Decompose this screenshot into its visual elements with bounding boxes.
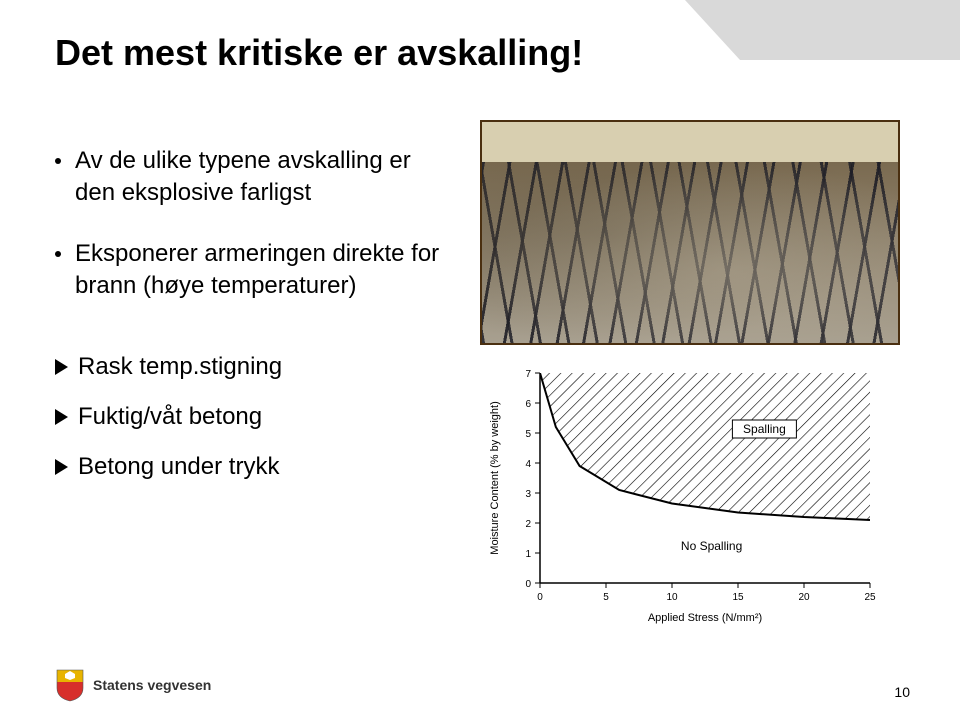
arrow-right-icon bbox=[55, 459, 68, 475]
spalling-photo bbox=[480, 120, 900, 345]
svg-text:0: 0 bbox=[537, 592, 543, 603]
svg-text:5: 5 bbox=[603, 592, 609, 603]
page-number: 10 bbox=[894, 684, 910, 700]
svg-text:7: 7 bbox=[525, 369, 531, 380]
arrow-text: Betong under trykk bbox=[78, 453, 279, 481]
svg-text:5: 5 bbox=[525, 429, 531, 440]
slide-title: Det mest kritiske er avskalling! bbox=[55, 32, 583, 74]
svg-text:20: 20 bbox=[798, 592, 810, 603]
photo-rebar-texture bbox=[482, 162, 898, 343]
org-logo-icon bbox=[55, 668, 85, 702]
svg-text:0: 0 bbox=[525, 579, 531, 590]
bullet-dot-icon bbox=[55, 158, 61, 164]
org-name: Statens vegvesen bbox=[93, 677, 211, 693]
svg-text:Spalling: Spalling bbox=[743, 422, 786, 436]
spalling-chart: 0 5 10 15 20 25 0 1 2 3 4 5 6 7 Applied Stress (N/mm²)… bbox=[480, 363, 900, 633]
bullet-item: Av de ulike typene avskalling er den eks… bbox=[55, 145, 445, 210]
content-left-column: Av de ulike typene avskalling er den eks… bbox=[55, 145, 445, 503]
bullet-dot-icon bbox=[55, 251, 61, 257]
arrow-text: Fuktig/våt betong bbox=[78, 403, 262, 431]
svg-text:Moisture Content (% by weight): Moisture Content (% by weight) bbox=[489, 401, 501, 554]
header-decor-triangle bbox=[685, 0, 740, 60]
svg-text:4: 4 bbox=[525, 459, 531, 470]
arrow-right-icon bbox=[55, 409, 68, 425]
arrow-text: Rask temp.stigning bbox=[78, 353, 282, 381]
photo-slab-top bbox=[482, 122, 898, 162]
bullet-text: Av de ulike typene avskalling er den eks… bbox=[75, 145, 445, 210]
arrow-item: Rask temp.stigning bbox=[55, 353, 445, 381]
svg-text:1: 1 bbox=[525, 549, 531, 560]
arrow-list: Rask temp.stigning Fuktig/våt betong Bet… bbox=[55, 353, 445, 481]
arrow-right-icon bbox=[55, 359, 68, 375]
content-right-column: 0 5 10 15 20 25 0 1 2 3 4 5 6 7 Applied Stress (N/mm²)… bbox=[480, 120, 900, 633]
header-decor-block bbox=[740, 0, 960, 60]
chart-svg: 0 5 10 15 20 25 0 1 2 3 4 5 6 7 Applied Stress (N/mm²)… bbox=[480, 363, 900, 633]
svg-text:15: 15 bbox=[732, 592, 744, 603]
svg-text:10: 10 bbox=[666, 592, 678, 603]
svg-text:2: 2 bbox=[525, 519, 531, 530]
arrow-item: Betong under trykk bbox=[55, 453, 445, 481]
svg-text:6: 6 bbox=[525, 399, 531, 410]
footer: Statens vegvesen bbox=[55, 668, 211, 702]
arrow-item: Fuktig/våt betong bbox=[55, 403, 445, 431]
bullet-text: Eksponerer armeringen direkte for brann … bbox=[75, 238, 445, 303]
svg-text:3: 3 bbox=[525, 489, 531, 500]
chart-plot-area: 0 5 10 15 20 25 0 1 2 3 4 5 6 7 Applied Stress (N/mm²)… bbox=[489, 369, 876, 624]
svg-text:No Spalling: No Spalling bbox=[681, 539, 742, 553]
svg-text:25: 25 bbox=[864, 592, 876, 603]
svg-text:Applied Stress (N/mm²): Applied Stress (N/mm²) bbox=[648, 612, 762, 624]
bullet-item: Eksponerer armeringen direkte for brann … bbox=[55, 238, 445, 303]
